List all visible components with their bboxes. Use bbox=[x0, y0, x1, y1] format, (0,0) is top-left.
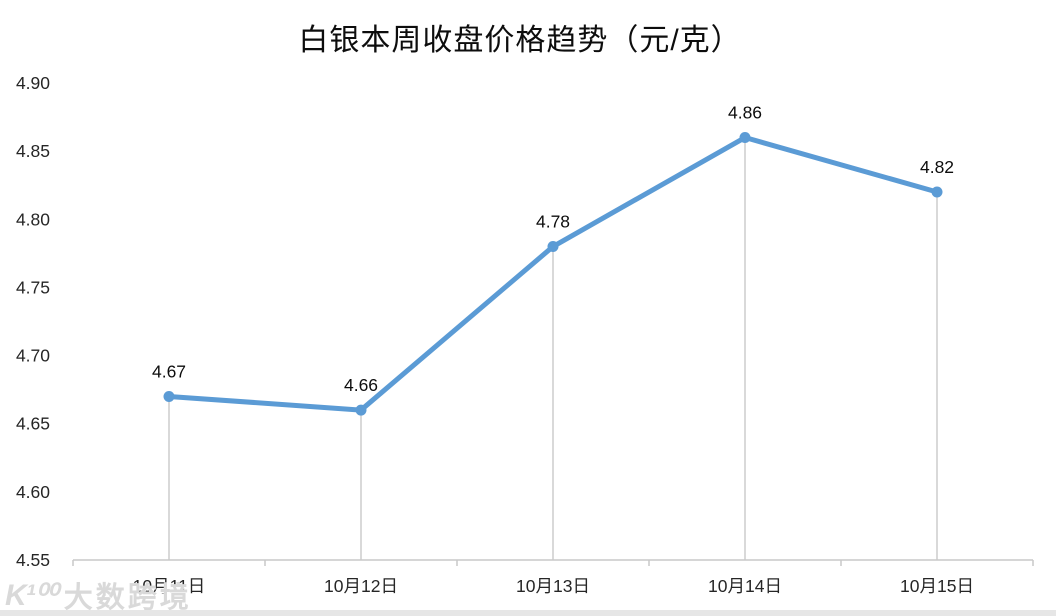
data-point-marker bbox=[547, 241, 559, 253]
x-axis-tick-label: 10月13日 bbox=[516, 576, 590, 596]
data-label: 4.78 bbox=[536, 212, 570, 232]
data-label: 4.66 bbox=[344, 375, 378, 395]
data-point-marker bbox=[163, 390, 175, 402]
y-axis-tick-label: 4.85 bbox=[16, 141, 50, 161]
y-axis-tick-label: 4.70 bbox=[16, 346, 50, 366]
x-axis-tick-label: 10月11日 bbox=[133, 576, 206, 596]
y-axis-tick-label: 4.90 bbox=[16, 73, 50, 93]
y-axis-tick-label: 4.60 bbox=[16, 482, 50, 502]
y-axis-tick-label: 4.65 bbox=[16, 414, 50, 434]
x-axis-tick-label: 10月15日 bbox=[900, 576, 974, 596]
data-label: 4.67 bbox=[152, 361, 186, 381]
x-axis-tick-label: 10月12日 bbox=[324, 576, 398, 596]
y-axis-tick-label: 4.80 bbox=[16, 209, 50, 229]
data-label: 4.82 bbox=[920, 157, 954, 177]
y-axis-tick-label: 4.75 bbox=[16, 277, 50, 297]
x-axis-tick-label: 10月14日 bbox=[708, 576, 782, 596]
data-point-marker bbox=[739, 132, 751, 144]
data-point-marker bbox=[355, 404, 367, 416]
data-point-marker bbox=[931, 186, 943, 198]
data-label: 4.86 bbox=[728, 103, 762, 123]
bottom-strip bbox=[0, 610, 1056, 616]
chart-title: 白银本周收盘价格趋势（元/克） bbox=[298, 24, 742, 57]
y-axis-tick-label: 4.55 bbox=[16, 550, 50, 570]
